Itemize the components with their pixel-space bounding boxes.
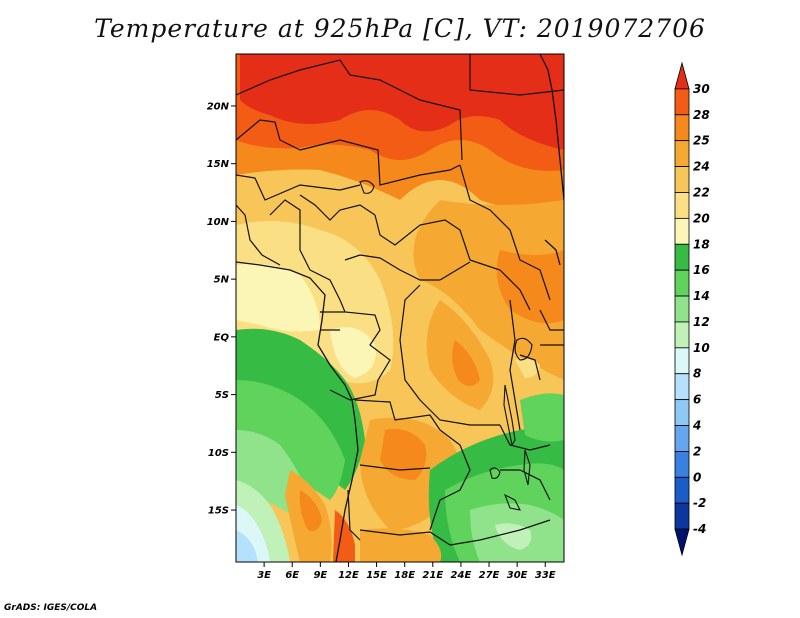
colorbar-swatch (674, 425, 690, 452)
colorbar-swatch (674, 166, 690, 193)
colorbar-label: 4 (692, 419, 701, 433)
colorbar-label: 30 (693, 82, 710, 96)
lon-tick-label: 9E (313, 570, 327, 581)
colorbar-label: 14 (693, 289, 710, 303)
colorbar-swatch (674, 451, 690, 478)
colorbar-label: 22 (693, 185, 710, 199)
lat-tick-label: 5N (214, 275, 230, 286)
colorbar-swatch (674, 476, 690, 504)
lon-tick-label: 21E (422, 570, 443, 581)
colorbar-label: 25 (693, 134, 710, 148)
colorbar-swatch (674, 399, 690, 426)
colorbar-swatch (674, 321, 690, 349)
grads-credit: GrADS: IGES/COLA (4, 603, 98, 613)
lat-tick-label: 10N (207, 217, 230, 228)
colorbar-swatch (674, 114, 690, 142)
lon-tick-label: 24E (451, 570, 472, 581)
map-frame (235, 53, 565, 563)
colorbar-label: 12 (693, 315, 710, 329)
colorbar-swatch (674, 88, 690, 116)
colorbar-swatch (674, 243, 690, 271)
colorbar-label: 24 (693, 160, 710, 174)
colorbar-label: 16 (693, 263, 710, 277)
colorbar-swatch (674, 61, 690, 90)
temperature-field (236, 54, 564, 562)
colorbar-swatch (674, 295, 690, 323)
lon-tick-label: 18E (394, 570, 415, 581)
colorbar-label: 18 (693, 237, 710, 251)
lon-tick-label: 3E (257, 570, 271, 581)
colorbar-label: -2 (693, 496, 706, 510)
lon-tick-label: 15E (366, 570, 387, 581)
colorbar-swatch (674, 347, 690, 375)
colorbar-label: 20 (693, 211, 710, 225)
lat-tick-label: 5S (215, 390, 229, 401)
latitude-axis: 20N 15N 10N 5N EQ 5S 10S 15S (207, 101, 236, 517)
colorbar-label: 28 (693, 108, 710, 122)
lat-tick-label: EQ (214, 332, 230, 343)
colorbar-swatch (674, 269, 690, 297)
colorbar-label: 8 (693, 367, 701, 381)
colorbar-label: -4 (693, 522, 706, 536)
colorbar-swatch (674, 140, 690, 167)
map-title: Temperature at 925hPa [C], VT: 201907270… (94, 14, 706, 43)
lon-tick-label: 6E (285, 570, 299, 581)
lat-tick-label: 10S (208, 448, 229, 459)
colorbar-label: 10 (693, 341, 710, 355)
lon-tick-label: 12E (338, 570, 359, 581)
colorbar-swatch (674, 502, 690, 530)
colorbar-swatch (674, 217, 690, 245)
country-borders (236, 54, 564, 546)
coastline (236, 54, 564, 562)
colorbar-swatch (674, 373, 690, 401)
colorbar-swatch (674, 192, 690, 219)
lakes (359, 180, 533, 511)
lon-tick-label: 30E (507, 570, 528, 581)
longitude-axis: 3E 6E 9E 12E 15E 18E 21E 24E 27E 30E 33E (257, 562, 556, 581)
lat-tick-label: 20N (207, 101, 230, 112)
lat-tick-label: 15N (207, 159, 230, 170)
colorbar-label: 2 (693, 444, 701, 458)
lon-tick-label: 33E (535, 570, 556, 581)
colorbar-label: 6 (693, 393, 701, 407)
lon-tick-label: 27E (479, 570, 500, 581)
colorbar-label: 0 (693, 470, 701, 484)
lat-tick-label: 15S (208, 506, 229, 517)
colorbar-swatch (674, 528, 690, 557)
